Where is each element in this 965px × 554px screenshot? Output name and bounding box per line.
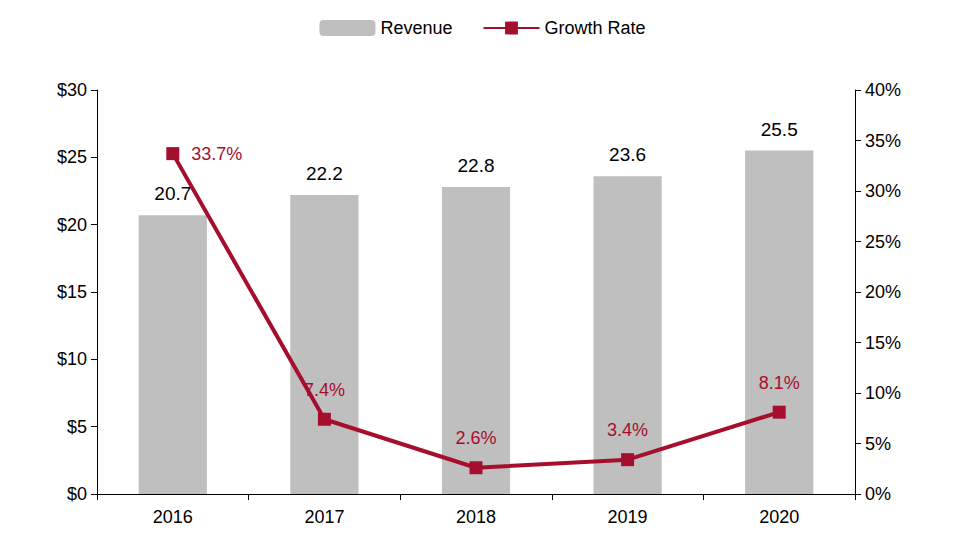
svg-text:$25: $25 (57, 147, 87, 167)
svg-text:30%: 30% (865, 181, 901, 201)
svg-text:$5: $5 (67, 417, 87, 437)
svg-text:23.6: 23.6 (609, 144, 646, 165)
svg-text:3.4%: 3.4% (607, 420, 648, 440)
svg-text:2016: 2016 (153, 507, 193, 527)
svg-text:25%: 25% (865, 232, 901, 252)
svg-text:2017: 2017 (304, 507, 344, 527)
svg-text:2020: 2020 (759, 507, 799, 527)
svg-text:Growth Rate: Growth Rate (545, 18, 646, 38)
svg-text:33.7%: 33.7% (191, 144, 242, 164)
svg-text:2019: 2019 (608, 507, 648, 527)
svg-text:10%: 10% (865, 383, 901, 403)
svg-text:35%: 35% (865, 131, 901, 151)
svg-text:0%: 0% (865, 484, 891, 504)
svg-text:22.2: 22.2 (306, 163, 343, 184)
svg-text:20%: 20% (865, 282, 901, 302)
svg-text:2018: 2018 (456, 507, 496, 527)
svg-text:5%: 5% (865, 434, 891, 454)
svg-text:7.4%: 7.4% (304, 380, 345, 400)
svg-text:2.6%: 2.6% (455, 428, 496, 448)
svg-text:40%: 40% (865, 80, 901, 100)
svg-text:$15: $15 (57, 282, 87, 302)
svg-text:20.7: 20.7 (154, 183, 191, 204)
svg-text:8.1%: 8.1% (759, 373, 800, 393)
svg-text:Revenue: Revenue (380, 18, 452, 38)
svg-text:22.8: 22.8 (458, 155, 495, 176)
svg-text:15%: 15% (865, 333, 901, 353)
svg-text:$0: $0 (67, 484, 87, 504)
svg-text:$20: $20 (57, 215, 87, 235)
svg-text:25.5: 25.5 (761, 119, 798, 140)
svg-text:$30: $30 (57, 80, 87, 100)
svg-text:$10: $10 (57, 349, 87, 369)
